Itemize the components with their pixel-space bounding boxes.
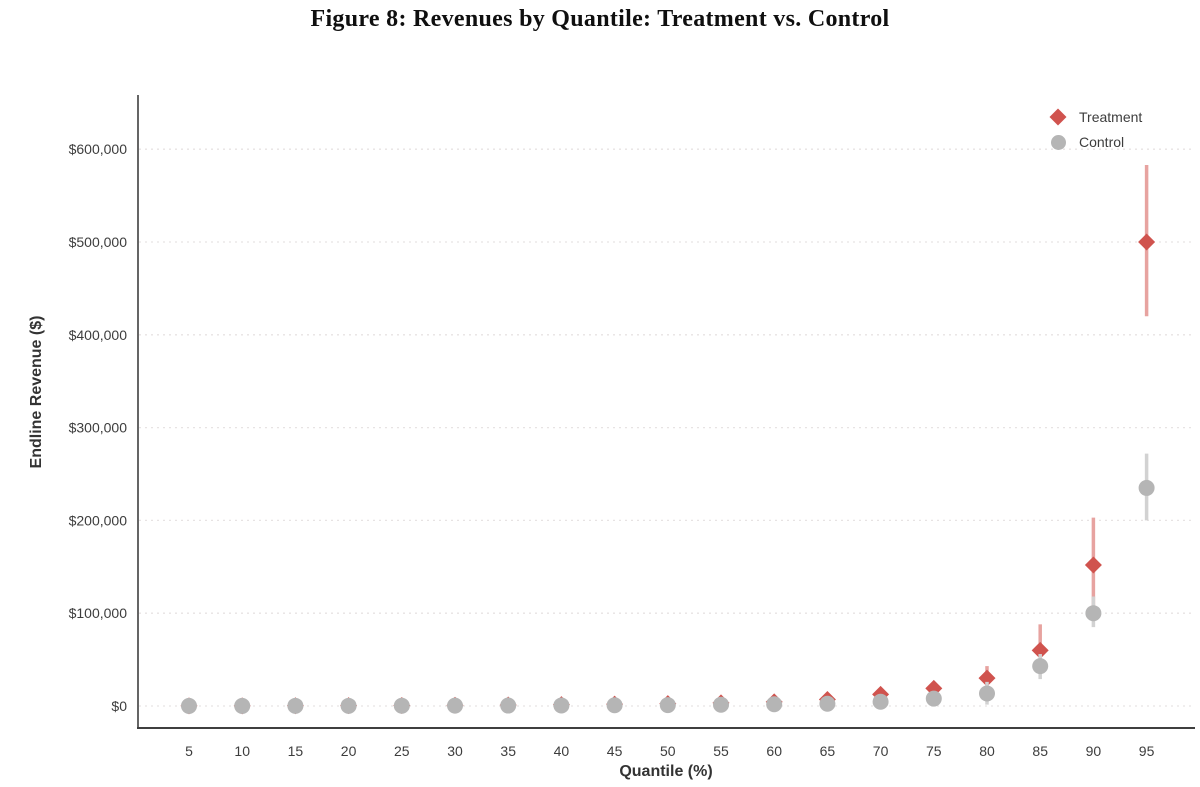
- x-tick-label: 60: [766, 743, 782, 759]
- x-tick-label: 10: [234, 743, 250, 759]
- control-point: [606, 697, 623, 714]
- x-tick-label: 75: [926, 743, 942, 759]
- control-point: [500, 697, 517, 714]
- control-point: [979, 685, 995, 702]
- treatment-point: [978, 669, 996, 687]
- y-tick-label: $200,000: [69, 512, 128, 528]
- control-point: [181, 697, 197, 714]
- y-tick-label: $600,000: [69, 141, 128, 157]
- legend-item-control: Control: [1049, 133, 1142, 151]
- x-tick-label: 30: [447, 743, 463, 759]
- x-tick-label: 25: [394, 743, 410, 759]
- x-tick-label: 95: [1139, 743, 1155, 759]
- control-point: [925, 690, 942, 707]
- x-tick-label: 35: [500, 743, 516, 759]
- control-circle-icon: [1049, 134, 1067, 150]
- y-tick-label: $300,000: [69, 420, 128, 436]
- legend-label-treatment: Treatment: [1079, 109, 1143, 125]
- x-axis-title: Quantile (%): [619, 763, 713, 780]
- control-point: [447, 697, 463, 714]
- y-tick-label: $400,000: [69, 327, 128, 343]
- control-point: [287, 697, 304, 714]
- legend-label-control: Control: [1079, 134, 1125, 150]
- control-point: [659, 697, 676, 714]
- x-tick-label: 55: [713, 743, 729, 759]
- treatment-diamond-icon: [1049, 108, 1067, 126]
- control-point: [1032, 658, 1049, 675]
- legend: Treatment Control: [1049, 108, 1142, 151]
- y-tick-label: $100,000: [69, 605, 128, 621]
- control-point: [1138, 479, 1155, 496]
- x-tick-label: 85: [1032, 743, 1048, 759]
- x-tick-label: 20: [341, 743, 357, 759]
- x-tick-label: 50: [660, 743, 676, 759]
- control-point: [340, 697, 357, 714]
- chart-title: Figure 8: Revenues by Quantile: Treatmen…: [310, 6, 890, 32]
- control-point: [393, 697, 410, 714]
- control-point: [1085, 605, 1102, 622]
- x-tick-label: 90: [1086, 743, 1102, 759]
- x-tick-label: 15: [288, 743, 304, 759]
- treatment-point: [1138, 233, 1156, 251]
- x-tick-label: 45: [607, 743, 623, 759]
- treatment-point: [1031, 641, 1049, 659]
- y-tick-label: $0: [111, 698, 127, 714]
- control-point: [872, 693, 889, 710]
- control-point: [234, 697, 251, 714]
- control-point: [819, 695, 836, 712]
- x-tick-label: 70: [873, 743, 889, 759]
- treatment-point: [1084, 556, 1102, 574]
- x-tick-label: 5: [185, 743, 193, 759]
- x-tick-label: 80: [979, 743, 995, 759]
- y-tick-label: $500,000: [69, 234, 128, 250]
- control-point: [766, 696, 783, 713]
- control-point: [713, 696, 729, 713]
- x-tick-label: 65: [820, 743, 836, 759]
- control-point: [553, 697, 570, 714]
- legend-item-treatment: Treatment: [1049, 108, 1142, 126]
- x-tick-label: 40: [554, 743, 570, 759]
